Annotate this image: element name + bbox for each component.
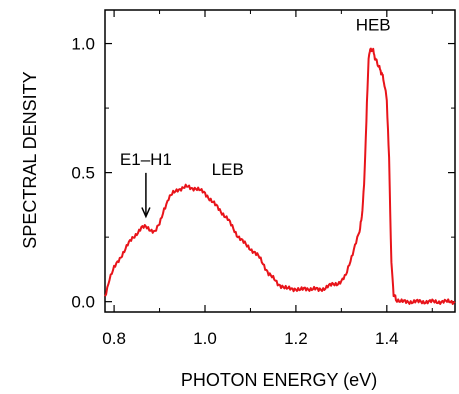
- x-tick-label: 1.4: [375, 329, 399, 348]
- spectral-density-series-line: [104, 47, 456, 305]
- y-tick-label: 0.0: [71, 293, 95, 312]
- x-tick-label: 1.2: [284, 329, 308, 348]
- x-tick-label: 0.8: [102, 329, 126, 348]
- y-axis-tick-labels: 0.0 0.5 1.0: [71, 35, 95, 312]
- x-axis-tick-labels: 0.8 1.0 1.2 1.4: [102, 329, 398, 348]
- y-tick-label: 0.5: [71, 164, 95, 183]
- y-axis-label: SPECTRAL DENSITY: [20, 71, 40, 248]
- annotation-label: E1–H1: [120, 150, 172, 169]
- y-tick-label: 1.0: [71, 35, 95, 54]
- plot-frame: [104, 9, 456, 313]
- annotation-arrow-head: [141, 207, 151, 219]
- x-axis-label: PHOTON ENERGY (eV): [181, 370, 377, 390]
- x-axis-ticks: [113, 10, 433, 312]
- annotation-label: HEB: [356, 16, 391, 35]
- y-axis-ticks: [105, 42, 455, 303]
- annotation-label: LEB: [212, 160, 244, 179]
- annotations: HEB LEB E1–H1: [120, 16, 391, 219]
- x-tick-label: 1.0: [193, 329, 217, 348]
